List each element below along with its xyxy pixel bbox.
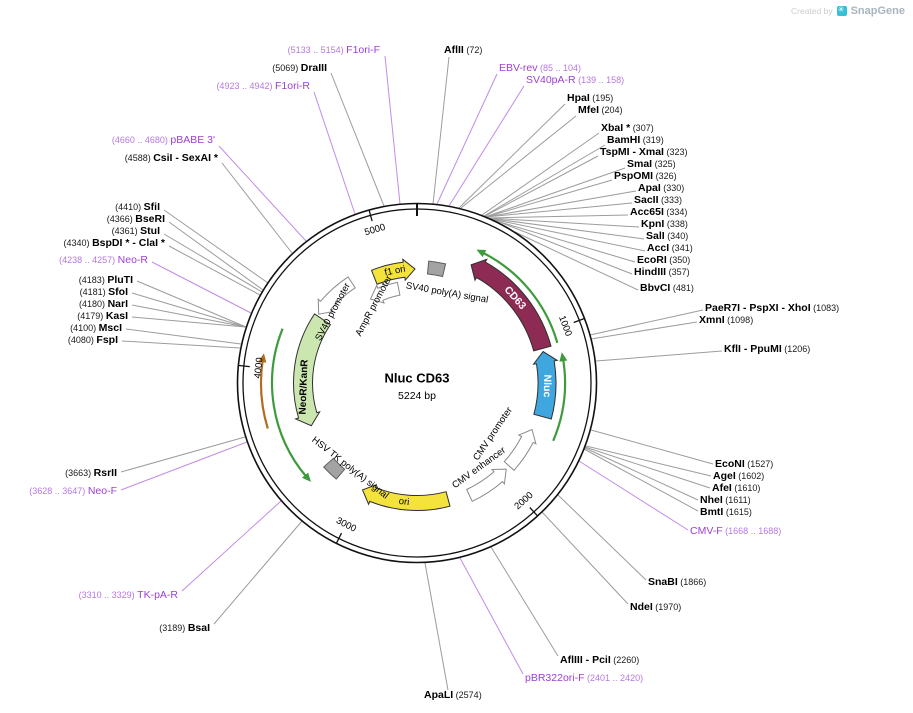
orf-arrowhead-green [476,249,487,258]
feature-ampr-promoter [369,281,401,304]
feature-sv40-promoter [317,276,356,315]
feature-cmv-promoter [503,428,537,472]
feature-cd63 [470,258,552,352]
feature-label-ori: ori [398,496,410,508]
feature-f1-ori [370,258,416,285]
tick-label-1000: 1000 [556,314,574,338]
feature-label-nluc: Nluc [541,375,553,398]
orf-arrowhead-green [559,352,568,362]
feature-neor-kanr [293,313,332,427]
feature-label-ampr-promoter: AmpR promoter [353,274,394,338]
snapgene-logo-icon [836,5,847,16]
feature-label-sv40-poly-a-signal: SV40 poly(A) signal [405,280,489,305]
feature-cmv-enhancer [466,468,507,502]
orf-arc-orange [259,359,269,429]
tick-label-3000: 3000 [334,515,358,534]
tick-label-2000: 2000 [512,490,535,512]
feature-bands [293,258,559,511]
plasmid-name: Nluc CD63 [384,371,449,386]
orf-arrowhead-green [301,472,311,482]
backbone-ring [236,202,598,564]
feature-ori [361,483,451,511]
feature-hsv-tk-poly-a-signal [322,457,346,480]
tick-label-5000: 5000 [363,222,386,238]
orf-arcs [258,249,568,482]
feature-nluc [532,350,559,420]
watermark-brand: SnapGene [850,5,905,17]
plasmid-size: 5224 bp [398,390,436,402]
feature-label-neor-kanr: NeoR/KanR [298,359,311,415]
watermark-created-by: Created by [791,6,833,16]
watermark: Created by SnapGene [791,5,905,17]
feature-sv40-poly-a-signal [426,260,447,278]
orf-arc-green [481,251,559,344]
feature-label-hsv-tk-poly-a-signal: HSV TK poly(A) signal [309,435,390,502]
tick-label-4000: 4000 [252,357,265,379]
feature-label-f1-ori: f1 ori [384,264,407,279]
orf-arc-green [552,358,567,442]
connector-lines [120,55,723,691]
orf-arrowhead-orange [258,353,267,363]
orf-arc-green [270,328,308,478]
